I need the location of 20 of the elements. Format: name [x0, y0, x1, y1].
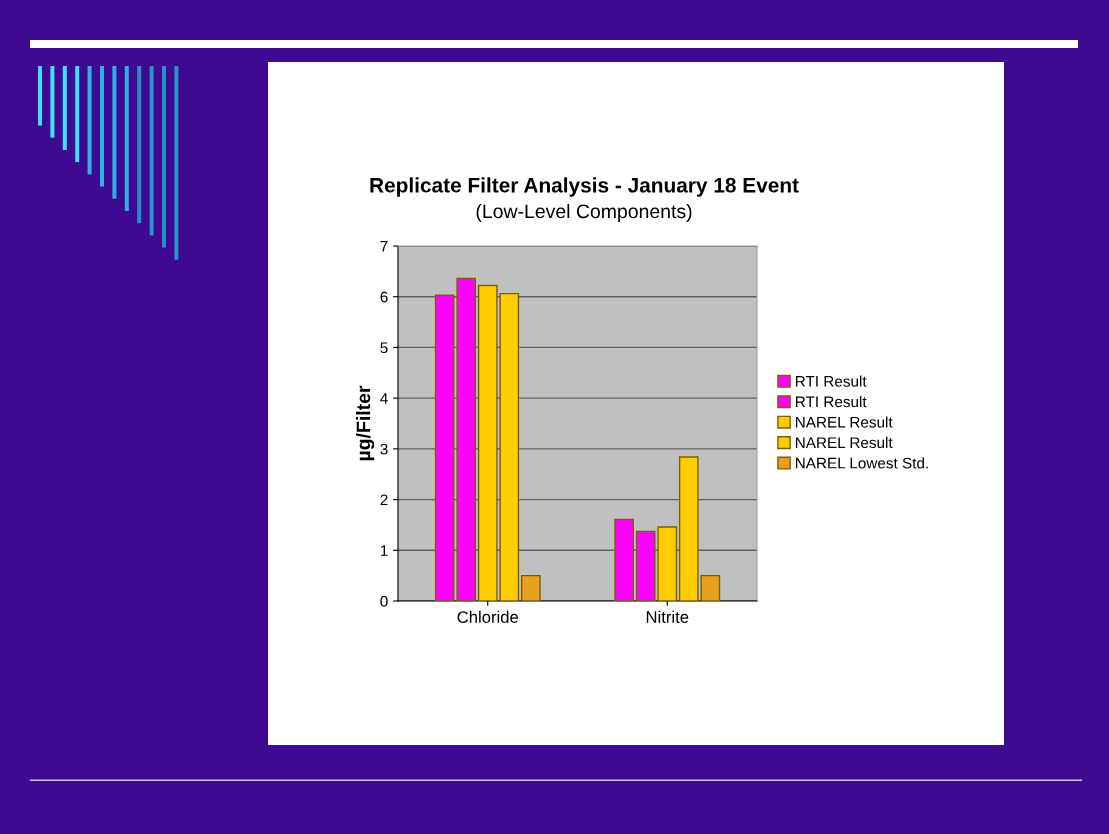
- y-tick-label: 4: [380, 393, 388, 404]
- y-tick-label: 2: [380, 494, 388, 506]
- chart-subtitle: (Low-Level Components): [476, 203, 692, 223]
- legend-label: RTI Result: [795, 395, 867, 408]
- y-tick-label: 6: [380, 291, 388, 303]
- y-tick-label: 3: [380, 443, 388, 455]
- y-tick-label: 1: [380, 545, 388, 556]
- y-axis-title: µg/Filter: [356, 385, 375, 461]
- bar: [520, 574, 541, 601]
- legend-label: NAREL Result: [795, 436, 893, 449]
- x-tick-label: Nitrite: [646, 610, 689, 623]
- legend-label: RTI Result: [795, 375, 867, 387]
- x-tick-label: Chloride: [457, 610, 519, 623]
- legend-label: NAREL Result: [795, 416, 893, 428]
- chart-title: Replicate Filter Analysis - January 18 Event: [370, 177, 799, 197]
- legend-label: NAREL Lowest Std.: [795, 457, 928, 469]
- y-tick-label: 7: [380, 241, 388, 252]
- y-tick-label: 5: [380, 342, 388, 354]
- y-tick-label: 0: [380, 595, 388, 607]
- bar: [614, 518, 635, 601]
